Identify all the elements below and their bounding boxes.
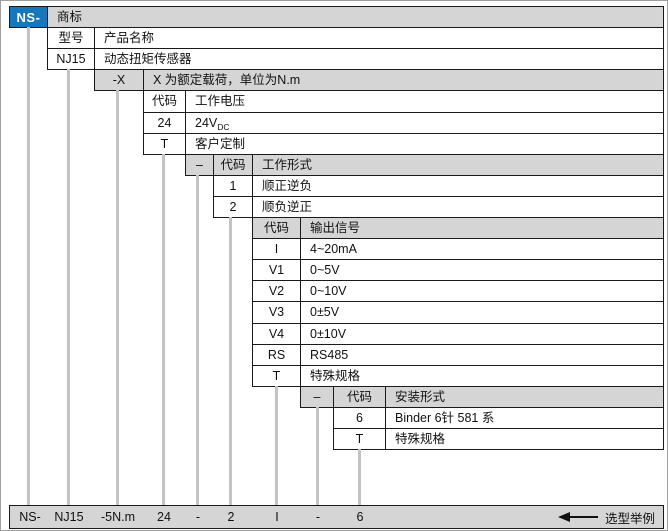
output-code-cell: T [252,365,301,387]
mount-code-header: 代码 [333,386,386,408]
voltage-value-cell: 24V DC [185,112,664,134]
product-name-cell: 动态扭矩传感器 [94,48,664,70]
mount-value-cell: Binder 6针 581 系 [385,407,664,429]
left-arrow-icon [557,512,570,522]
example-value: 2 [227,510,235,524]
model-code-cell: NJ15 [47,48,95,70]
voltage-value-cell: 客户定制 [185,133,664,155]
subscript-text: DC [217,121,230,132]
connector-line [162,154,165,505]
dash-cell: – [185,154,214,176]
connector-line [27,27,30,505]
output-value-cell: 0±5V [300,301,664,324]
voltage-header: 工作电压 [185,90,664,113]
workmode-value-cell: 顺负逆正 [252,196,664,218]
voltage-code-cell: 24 [143,112,186,134]
selection-example-label: 选型举例 [604,511,655,526]
output-value-cell: 0±10V [300,323,664,345]
voltage-code-cell: T [143,133,186,155]
output-value-cell: 0~10V [300,280,664,302]
workmode-code-cell: 1 [213,175,253,197]
workmode-value-cell: 顺正逆负 [252,175,664,197]
product-name-column-header: 产品名称 [94,27,664,49]
connector-line [196,175,199,505]
output-value-cell: 特殊规格 [300,365,664,387]
connector-line [316,407,319,505]
voltage-code-header: 代码 [143,90,186,113]
dash-cell: – [300,386,334,408]
mount-value-cell: 特殊规格 [385,428,664,450]
output-value-cell: RS485 [300,344,664,366]
output-value-cell: 0~5V [300,259,664,281]
mount-code-cell: T [333,428,386,450]
output-code-cell: V2 [252,280,301,302]
mount-header: 安装形式 [385,386,664,408]
example-value: I [275,510,279,524]
workmode-header: 工作形式 [252,154,664,176]
output-code-cell: RS [252,344,301,366]
output-header: 输出信号 [300,217,664,239]
output-code-cell: V1 [252,259,301,281]
example-value: -5N.m [100,510,136,524]
arrow-tail [569,516,598,518]
example-value: - [195,510,201,524]
connector-line [67,69,70,505]
output-code-cell: V4 [252,323,301,345]
example-value: - [315,510,321,524]
output-value-cell: 4~20mA [300,238,664,260]
model-column-header: 型号 [47,27,95,49]
connector-line [358,449,361,505]
output-code-cell: I [252,238,301,260]
example-value: NS- [19,510,41,524]
mount-code-cell: 6 [333,407,386,429]
brand-box: NS- [9,6,48,28]
example-value: 24 [157,510,171,524]
example-bar: NS- NJ15 -5N.m 24 - 2 I - 6 选型举例 [9,505,664,529]
output-code-cell: V3 [252,301,301,324]
load-desc-cell: X 为额定载荷，单位为N.m [143,69,664,91]
connector-line [229,217,232,505]
selection-example: 选型举例 [557,506,655,528]
connector-line [275,386,278,505]
workmode-code-header: 代码 [213,154,253,176]
example-value: NJ15 [54,510,84,524]
load-code-cell: -X [94,69,144,91]
connector-line [116,90,119,505]
workmode-code-cell: 2 [213,196,253,218]
trademark-header-cell: 商标 [47,6,664,28]
output-code-header: 代码 [252,217,301,239]
example-value: 6 [356,510,364,524]
